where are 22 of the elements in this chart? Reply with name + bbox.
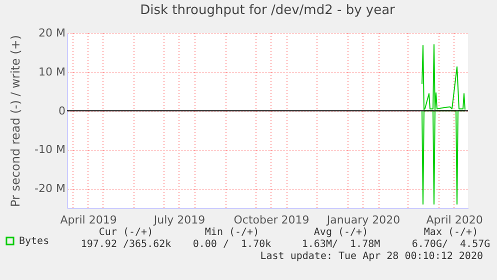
x-tick-label: July 2019	[152, 214, 206, 226]
chart-title: Disk throughput for /dev/md2 - by year	[140, 3, 396, 18]
x-tick-label: October 2019	[234, 214, 310, 226]
x-tick-label: January 2020	[326, 214, 400, 226]
text: 6.70G/ 4.57G	[412, 239, 490, 251]
y-tick-label: -10 M	[34, 143, 66, 156]
text: Max (-/+)	[424, 227, 478, 239]
x-tick-label: April 2020	[426, 214, 483, 226]
text: Last update: Tue Apr 28 00:10:12 2020	[260, 251, 483, 263]
x-tick-label: April 2019	[60, 214, 117, 226]
text: Min (-/+)	[204, 227, 260, 239]
text: 1.63M/ 1.78M	[302, 239, 380, 251]
y-tick-label: 20 M	[38, 26, 66, 40]
text: 197.92 /365.62k	[80, 239, 172, 251]
y-axis-title: Pr second read (-) / write (+)	[8, 35, 23, 207]
y-tick-label: -20 M	[34, 182, 66, 196]
y-tick-label: 10 M	[38, 65, 66, 78]
legend-label: Bytes	[19, 236, 50, 247]
text: 0.00 / 1.70k	[192, 239, 272, 251]
y-tick-label: 0	[58, 104, 66, 118]
text: Cur (-/+)	[98, 227, 154, 239]
text: Avg (-/+)	[314, 227, 368, 239]
